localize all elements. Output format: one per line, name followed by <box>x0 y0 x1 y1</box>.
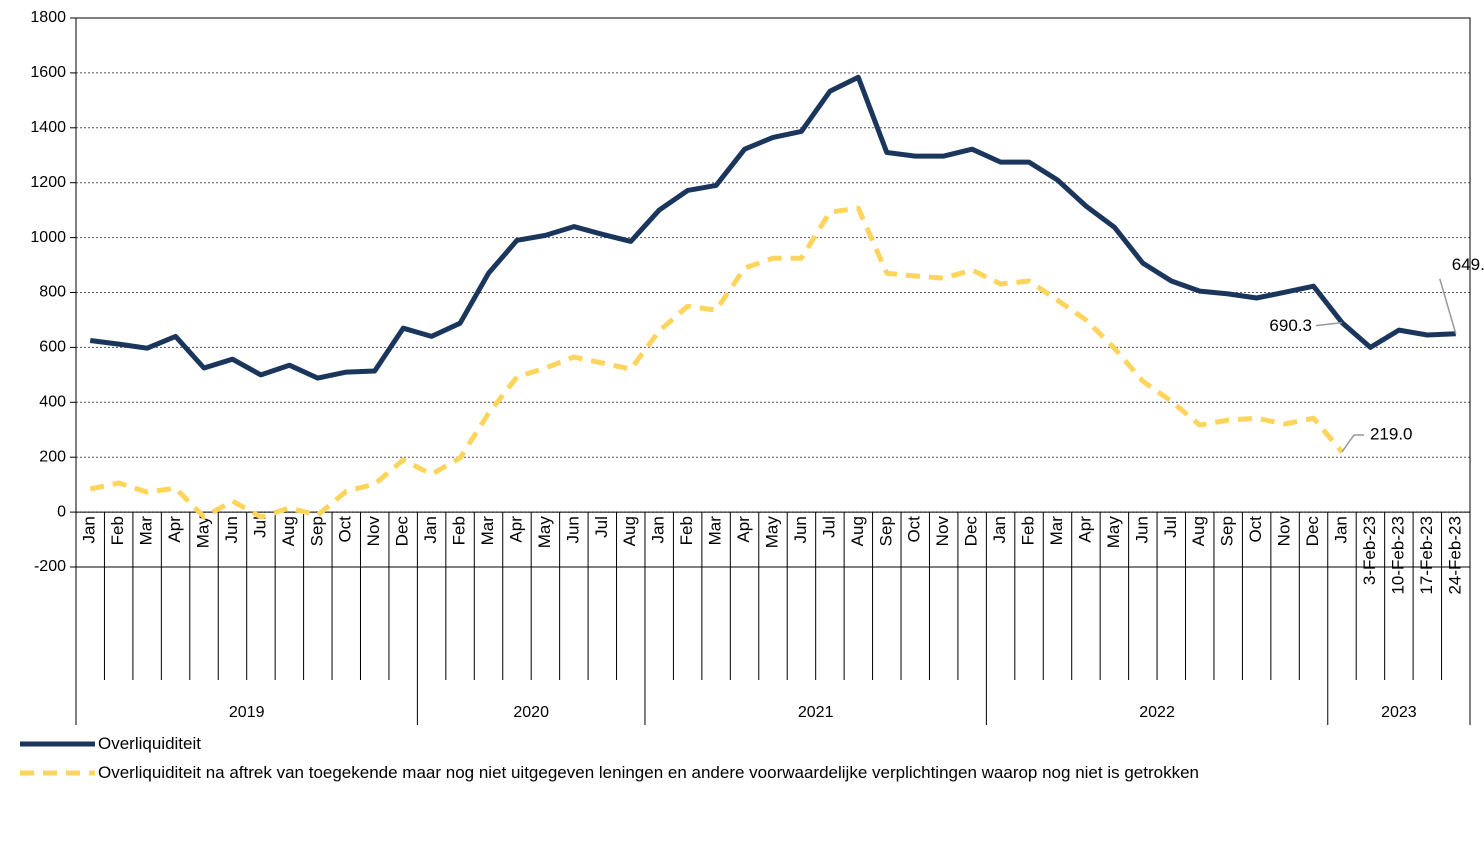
y-tick-label: 1200 <box>30 174 66 191</box>
x-tick-label: Feb <box>108 516 127 545</box>
x-tick-label: Aug <box>279 516 298 546</box>
x-tick-label: May <box>194 516 213 549</box>
x-tick-label: Oct <box>905 516 924 543</box>
label-leader <box>1341 434 1364 453</box>
x-tick-label: Sep <box>307 516 326 546</box>
x-tick-label: Mar <box>706 516 725 546</box>
legend-label: Overliquiditeit na aftrek van toegekende… <box>98 763 1199 782</box>
x-tick-label: Jan <box>80 516 99 543</box>
year-label: 2023 <box>1381 704 1417 721</box>
x-tick-label: May <box>1104 516 1123 549</box>
x-tick-label: May <box>762 516 781 549</box>
x-tick-label: Apr <box>1075 516 1094 543</box>
x-tick-label: Mar <box>1047 516 1066 546</box>
x-tick-label: 17-Feb-23 <box>1417 516 1436 594</box>
x-tick-label: Sep <box>1218 516 1237 546</box>
x-tick-label: 10-Feb-23 <box>1388 516 1407 594</box>
data-label: 219.0 <box>1370 424 1413 443</box>
x-tick-label: May <box>535 516 554 549</box>
x-tick-label: Feb <box>450 516 469 545</box>
y-tick-label: -200 <box>34 558 66 575</box>
x-tick-label: Jul <box>592 516 611 538</box>
x-tick-label: Apr <box>165 516 184 543</box>
y-tick-label: 1400 <box>30 119 66 136</box>
x-tick-label: Mar <box>137 516 156 546</box>
x-tick-label: Jun <box>222 516 241 543</box>
x-tick-label: Jul <box>819 516 838 538</box>
x-tick-label: Dec <box>393 516 412 547</box>
y-tick-label: 1800 <box>30 9 66 26</box>
x-tick-label: Jan <box>649 516 668 543</box>
x-tick-label: Nov <box>1275 516 1294 547</box>
x-tick-label: Aug <box>1189 516 1208 546</box>
year-label: 2020 <box>513 704 549 721</box>
x-tick-label: Feb <box>677 516 696 545</box>
plot-frame <box>75 17 1471 568</box>
x-tick-label: Nov <box>933 516 952 547</box>
x-tick-label: Jul <box>250 516 269 538</box>
y-tick-label: 800 <box>39 284 66 301</box>
x-tick-label: Jun <box>563 516 582 543</box>
series-line <box>89 205 1344 520</box>
label-leader <box>1439 278 1457 334</box>
x-tick-label: Aug <box>620 516 639 546</box>
x-tick-label: Nov <box>364 516 383 547</box>
year-label: 2019 <box>229 704 265 721</box>
data-label: 690.3 <box>1269 316 1312 335</box>
y-tick-label: 0 <box>57 503 66 520</box>
x-tick-label: Oct <box>1246 516 1265 543</box>
x-tick-label: Aug <box>848 516 867 546</box>
series-line <box>89 74 1456 381</box>
x-tick-label: Jul <box>1161 516 1180 538</box>
label-leader <box>1315 321 1343 327</box>
x-tick-label: Jun <box>791 516 810 543</box>
y-tick-label: 200 <box>39 448 66 465</box>
year-label: 2022 <box>1139 704 1175 721</box>
x-tick-label: 3-Feb-23 <box>1360 516 1379 585</box>
x-tick-label: Jan <box>421 516 440 543</box>
x-tick-label: Apr <box>506 516 525 543</box>
legend-label: Overliquiditeit <box>98 734 201 753</box>
x-tick-label: Feb <box>1019 516 1038 545</box>
x-tick-label: Jun <box>1132 516 1151 543</box>
x-tick-label: 24-Feb-23 <box>1445 516 1464 594</box>
x-tick-label: Apr <box>734 516 753 543</box>
x-tick-label: Dec <box>962 516 981 547</box>
y-tick-label: 1600 <box>30 64 66 81</box>
data-label: 649.7 <box>1452 255 1484 274</box>
x-tick-label: Jan <box>1331 516 1350 543</box>
y-tick-label: 1000 <box>30 229 66 246</box>
x-tick-label: Oct <box>336 516 355 543</box>
y-tick-label: 400 <box>39 394 66 411</box>
x-tick-label: Dec <box>1303 516 1322 547</box>
x-tick-label: Mar <box>478 516 497 546</box>
x-tick-label: Sep <box>876 516 895 546</box>
y-tick-label: 600 <box>39 339 66 356</box>
x-tick-label: Jan <box>990 516 1009 543</box>
year-label: 2021 <box>798 704 834 721</box>
